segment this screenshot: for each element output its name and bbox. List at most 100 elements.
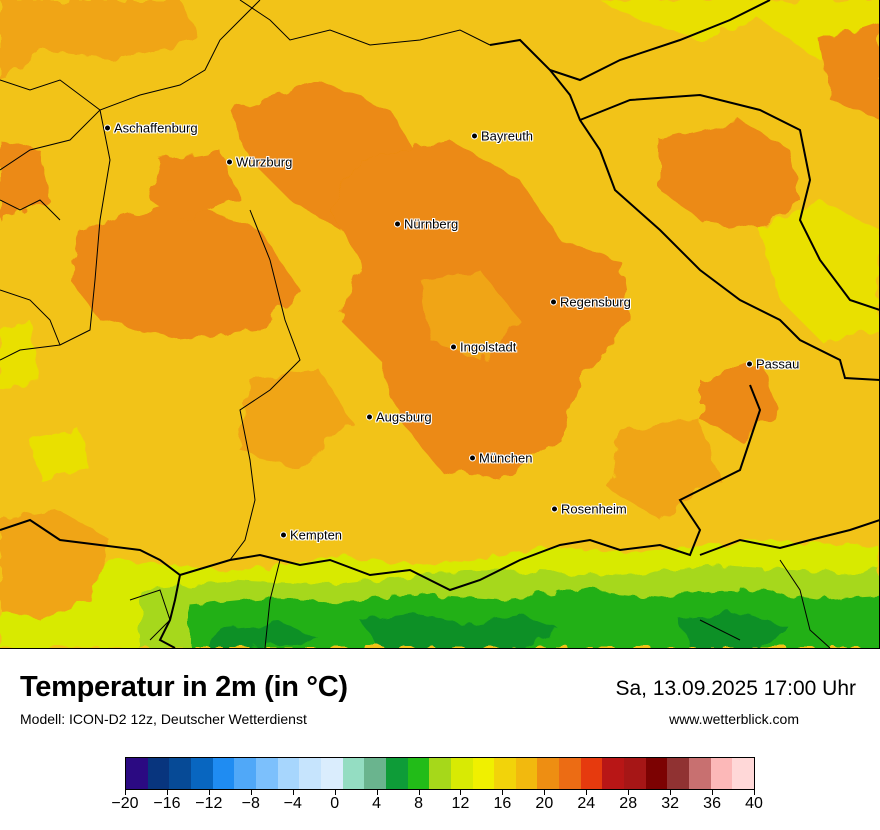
city-marker: Ingolstadt (450, 340, 516, 355)
colorbar-segment (732, 758, 755, 789)
city-marker: Augsburg (366, 410, 432, 425)
colorbar-segment (234, 758, 256, 789)
city-marker: Kempten (280, 528, 342, 543)
colorbar-segment (689, 758, 711, 789)
city-label: Regensburg (560, 294, 631, 310)
colorbar-segment (710, 758, 733, 789)
colorbar-tick-label: 4 (372, 795, 382, 812)
colorbar-tick-label: 8 (414, 795, 423, 812)
colorbar-tick-label: −20 (111, 795, 139, 812)
city-dot-icon (366, 413, 373, 421)
city-marker: Würzburg (226, 155, 292, 170)
colorbar-tick-mark (292, 790, 294, 795)
colorbar-segment (667, 758, 690, 789)
city-dot-icon (550, 298, 557, 306)
colorbar-segment (364, 758, 386, 789)
colorbar-segment (126, 758, 148, 789)
colorbar-tick-mark (208, 790, 210, 795)
city-marker: Nürnberg (394, 217, 458, 232)
map-title: Temperatur in 2m (in °C) (20, 671, 348, 703)
city-label: Nürnberg (404, 216, 459, 232)
city-dot-icon (226, 158, 233, 166)
city-label: Passau (756, 356, 800, 372)
city-dot-icon (471, 132, 478, 140)
colorbar-tick-mark (460, 790, 462, 795)
colorbar-segment (320, 758, 343, 789)
colorbar-ticks: −20 −16 −12 −8 −4 0 4 8 12 16 20 24 28 32 36 40 (111, 790, 763, 820)
colorbar-segment (277, 758, 300, 789)
colorbar-segment (472, 758, 495, 789)
colorbar-segment (342, 758, 365, 789)
colorbar-tick-mark (712, 790, 714, 795)
city-label: Ingolstadt (460, 339, 517, 355)
temperature-colorbar (125, 757, 755, 790)
colorbar-tick-label: 0 (330, 795, 340, 812)
colorbar-segment (559, 758, 581, 789)
colorbar-tick-label: −12 (195, 795, 223, 812)
colorbar-tick-label: 28 (619, 795, 638, 812)
city-label: Bayreuth (481, 128, 534, 144)
state-borders (0, 0, 831, 648)
city-label: München (479, 450, 533, 466)
colorbar-tick-label: −16 (153, 795, 181, 812)
city-dot-icon (450, 343, 457, 351)
colorbar-segment (429, 758, 451, 789)
colorbar-segment (645, 758, 668, 789)
colorbar-tick-mark (586, 790, 588, 795)
colorbar-segment (624, 758, 646, 789)
city-dot-icon (280, 531, 287, 539)
city-label: Augsburg (376, 409, 432, 425)
forecast-datetime: Sa, 13.09.2025 17:00 Uhr (615, 677, 856, 700)
colorbar-tick-mark (166, 790, 168, 795)
colorbar-tick-label: 12 (451, 795, 470, 812)
city-dot-icon (746, 360, 753, 368)
city-label: Würzburg (236, 154, 293, 170)
colorbar-segment (169, 758, 191, 789)
website-link[interactable]: www.wetterblick.com (669, 711, 799, 727)
colorbar-tick-label: −8 (241, 795, 260, 812)
city-marker: Bayreuth (471, 129, 533, 144)
city-marker: Rosenheim (551, 502, 627, 517)
colorbar-segment (450, 758, 473, 789)
colorbar-segment (602, 758, 625, 789)
colorbar-segment (212, 758, 235, 789)
colorbar-segment (255, 758, 278, 789)
colorbar-tick-label: 24 (577, 795, 596, 812)
temperature-map: Aschaffenburg Würzburg Bayreuth Nürnberg Reg… (0, 0, 880, 649)
colorbar-tick-mark (125, 790, 126, 795)
map-canvas (0, 0, 880, 648)
city-marker: Passau (746, 357, 799, 372)
colorbar-segment (407, 758, 430, 789)
colorbar-tick-label: 32 (661, 795, 680, 812)
colorbar-segment (515, 758, 538, 789)
country-borders (0, 0, 880, 648)
city-label: Rosenheim (561, 501, 627, 517)
temperature-field (0, 0, 880, 648)
colorbar-tick-mark (544, 790, 546, 795)
colorbar-tick-mark (250, 790, 252, 795)
city-dot-icon (104, 124, 111, 132)
colorbar-segment (190, 758, 213, 789)
colorbar-segment (147, 758, 170, 789)
city-label: Kempten (290, 527, 343, 543)
colorbar-tick-label: 20 (535, 795, 554, 812)
colorbar-tick-mark (670, 790, 672, 795)
colorbar-tick-mark (502, 790, 504, 795)
colorbar-tick-label: 40 (745, 795, 763, 812)
city-dot-icon (394, 220, 401, 228)
colorbar-segment (537, 758, 560, 789)
colorbar-tick-label: −4 (283, 795, 302, 812)
colorbar-tick-label: 36 (703, 795, 721, 812)
city-marker: Regensburg (550, 295, 631, 310)
colorbar-tick-label: 16 (493, 795, 512, 812)
colorbar-segment (299, 758, 321, 789)
city-marker: Aschaffenburg (104, 121, 198, 136)
colorbar-segment (494, 758, 516, 789)
colorbar-tick-mark (334, 790, 336, 795)
model-source: Modell: ICON-D2 12z, Deutscher Wetterdie… (20, 711, 307, 727)
city-marker: München (469, 451, 532, 466)
colorbar-tick-mark (376, 790, 378, 795)
city-label: Aschaffenburg (114, 120, 198, 136)
colorbar-tick-mark (754, 790, 755, 795)
colorbar-segment (580, 758, 603, 789)
